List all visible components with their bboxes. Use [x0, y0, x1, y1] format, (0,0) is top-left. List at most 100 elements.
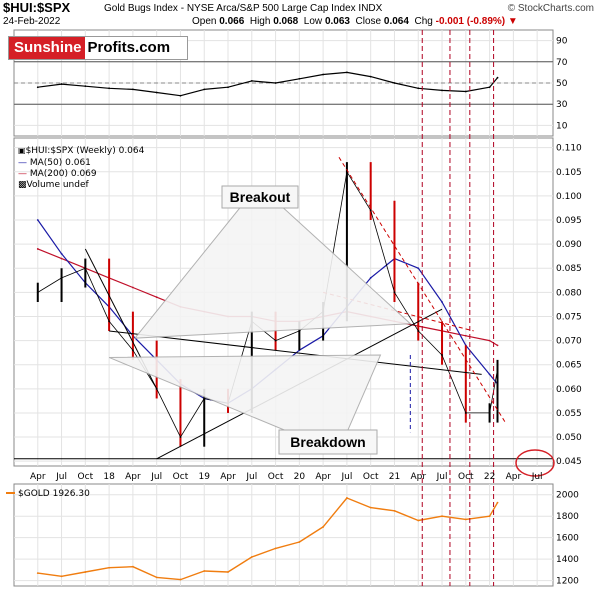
rsi-line-point [36, 86, 39, 89]
x-tick-label: Oct [173, 472, 189, 482]
ma200-line-point [131, 286, 134, 289]
y-tick-label: 0.105 [556, 168, 582, 178]
gold-line-point [36, 572, 39, 575]
rsi-line-point [298, 77, 301, 80]
price-line-point [60, 276, 63, 279]
price-line-point [274, 339, 277, 342]
ma200-line-point [36, 248, 39, 250]
rsi-line-point [488, 86, 491, 89]
gold-line-point [441, 515, 443, 518]
gold-line-point [274, 547, 277, 550]
ma200-line-point [60, 257, 63, 260]
x-tick-label: Jul [340, 472, 352, 482]
ma200-line-point [488, 339, 491, 342]
y-tick-label: 1400 [556, 555, 579, 565]
rsi-line-point [84, 85, 87, 88]
rsi-line-point [108, 87, 111, 90]
red-trendline-lower [323, 291, 474, 332]
ohlc-readout: Open 0.066 High 0.068 Low 0.063 Close 0.… [192, 16, 518, 27]
ma50-line-point [488, 373, 491, 376]
y-tick-label: 0.100 [556, 192, 582, 202]
low-value: 0.063 [324, 16, 350, 27]
x-tick-label: Jul [531, 472, 543, 482]
y-tick-label: 0.085 [556, 264, 582, 274]
gold-panel-frame [13, 483, 554, 587]
legend-ma50: — MA(50) 0.061 [18, 158, 91, 168]
x-tick-label: Apr [125, 472, 141, 482]
gold-line-point [417, 519, 420, 522]
y-tick-label: 0.050 [556, 433, 582, 443]
gold-line-point [155, 576, 158, 579]
ma50-line-point [369, 276, 372, 279]
open-value: 0.066 [219, 16, 245, 27]
ma50-line-point [417, 267, 420, 270]
price-line-point [417, 330, 420, 332]
gold-line [37, 497, 499, 581]
chart-date: 24-Feb-2022 [3, 16, 61, 27]
x-tick-label: Jul [436, 472, 448, 482]
y-tick-label: 0.095 [556, 216, 582, 226]
y-tick-label: 30 [556, 100, 568, 110]
x-tick-label: Oct [458, 472, 474, 482]
price-line-point [393, 291, 396, 294]
x-tick-label: Oct [78, 472, 94, 482]
rsi-line-point [250, 79, 253, 82]
x-tick-label: Jul [245, 472, 257, 482]
ma50-line-point [60, 252, 63, 255]
gold-line-point [108, 566, 111, 569]
gold-line-point [369, 506, 372, 509]
rsi-line-point [227, 86, 229, 89]
gold-line-point [464, 518, 467, 521]
legend-volume: ▩Volume undef [18, 180, 89, 190]
gold-line-point [60, 575, 63, 578]
rsi-line-point [322, 73, 325, 76]
legend-main: ▣$HUI:$SPX (Weekly) 0.064 [18, 146, 145, 156]
price-line-point [488, 412, 491, 414]
y-tick-label: 0.090 [556, 240, 582, 250]
ma200-line-point [496, 344, 499, 347]
rsi-line-point [155, 91, 158, 94]
gold-line-point [250, 556, 253, 558]
price-panel-frame [13, 137, 554, 467]
y-tick-label: 0.075 [556, 312, 582, 322]
breakdown-callout-pointer [108, 354, 382, 443]
ma200-line-point [155, 296, 158, 299]
x-tick-label: Apr [30, 472, 46, 482]
breakout-callout-pointer [133, 196, 412, 339]
y-tick-label: 0.045 [556, 457, 582, 467]
rsi-line-point [179, 94, 182, 97]
high-value: 0.068 [273, 16, 299, 27]
y-tick-label: 1800 [556, 512, 579, 522]
rsi-line-point [441, 89, 443, 92]
rsi-line-point [131, 88, 134, 91]
x-tick-label: Apr [506, 472, 522, 482]
price-line-point [464, 412, 467, 414]
gold-line-point [488, 515, 491, 518]
price-line-point [108, 320, 111, 323]
declining-trendline [109, 330, 482, 375]
gold-line-point [496, 501, 499, 504]
x-tick-label: Apr [315, 472, 331, 482]
rsi-line-point [496, 76, 499, 79]
gold-line-point [84, 571, 87, 573]
breakdown-label: Breakdown [290, 434, 365, 450]
y-tick-label: 0.065 [556, 361, 582, 371]
ma200-line-point [464, 334, 467, 337]
rsi-line-point [369, 75, 372, 78]
price-line-point [441, 354, 443, 356]
highlight-circle [515, 449, 555, 477]
rsi-line-point [203, 88, 206, 91]
x-tick-label: 20 [294, 472, 306, 482]
gold-line-point [203, 570, 206, 572]
rsi-line-point [464, 90, 467, 93]
gold-line-point [179, 578, 182, 581]
breakout-label: Breakout [230, 189, 291, 205]
rsi-line-point [60, 83, 63, 85]
x-tick-label: 21 [389, 472, 400, 482]
price-line-point [84, 267, 87, 270]
y-tick-label: 0.070 [556, 337, 582, 347]
y-tick-label: 50 [556, 79, 568, 89]
down-arrow-icon: ▼ [507, 16, 518, 27]
